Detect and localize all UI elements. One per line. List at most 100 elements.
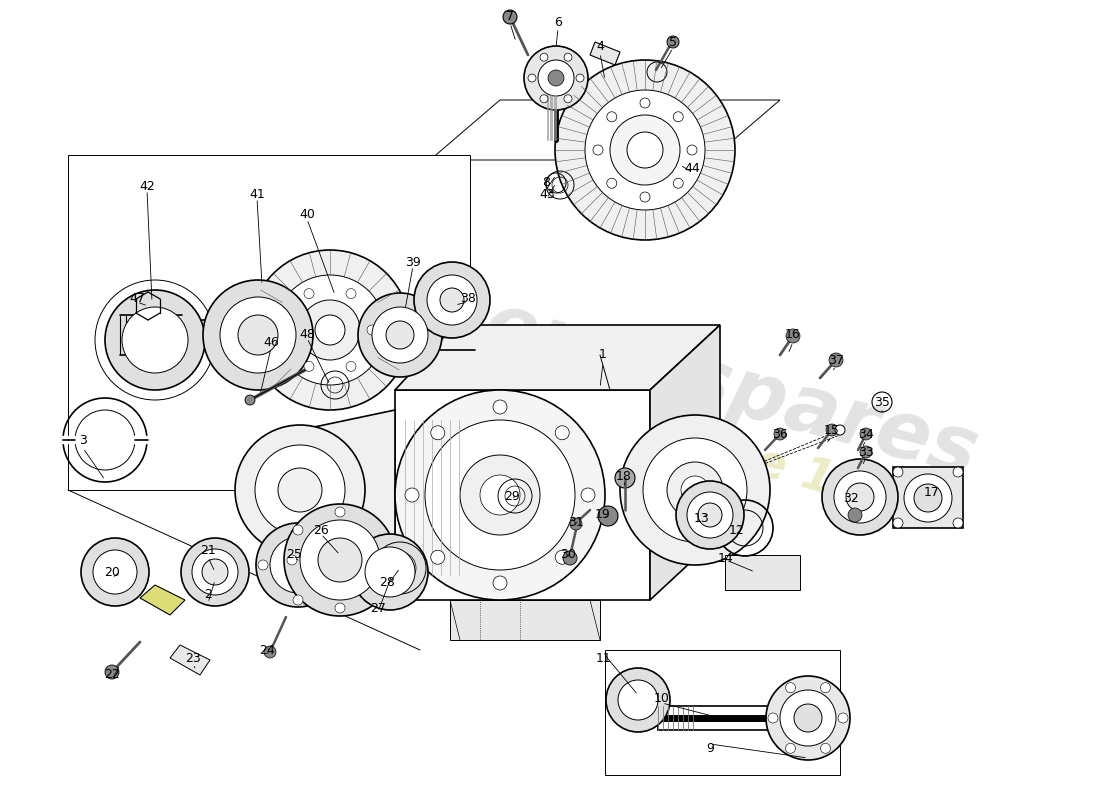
Circle shape — [598, 506, 618, 526]
Circle shape — [607, 112, 617, 122]
Circle shape — [640, 98, 650, 108]
Circle shape — [427, 275, 477, 325]
Text: 13: 13 — [694, 511, 710, 525]
Polygon shape — [605, 650, 840, 775]
Circle shape — [860, 446, 872, 458]
Circle shape — [615, 468, 635, 488]
Circle shape — [238, 315, 278, 355]
Polygon shape — [650, 325, 721, 600]
Circle shape — [425, 420, 575, 570]
Circle shape — [493, 400, 507, 414]
Circle shape — [540, 94, 548, 102]
Circle shape — [768, 713, 778, 723]
Circle shape — [480, 475, 520, 515]
Text: 35: 35 — [874, 395, 890, 409]
Text: 24: 24 — [260, 643, 275, 657]
Polygon shape — [140, 585, 185, 615]
Circle shape — [904, 474, 952, 522]
Circle shape — [548, 70, 564, 86]
Circle shape — [667, 36, 679, 48]
Text: 17: 17 — [924, 486, 939, 498]
Polygon shape — [893, 467, 962, 528]
Circle shape — [336, 507, 345, 517]
Circle shape — [593, 145, 603, 155]
Circle shape — [300, 300, 360, 360]
Circle shape — [860, 428, 872, 440]
Text: 23: 23 — [185, 651, 201, 665]
Polygon shape — [395, 325, 720, 390]
Circle shape — [372, 307, 428, 363]
Circle shape — [192, 549, 238, 595]
Text: 16: 16 — [785, 329, 801, 342]
Circle shape — [821, 743, 830, 754]
Circle shape — [953, 518, 962, 528]
Text: 48: 48 — [299, 327, 315, 341]
Circle shape — [235, 425, 365, 555]
Circle shape — [688, 492, 733, 538]
Circle shape — [414, 262, 490, 338]
Circle shape — [570, 518, 582, 530]
Text: 6: 6 — [554, 15, 562, 29]
Circle shape — [838, 713, 848, 723]
Text: 37: 37 — [828, 354, 844, 366]
Circle shape — [581, 488, 595, 502]
Circle shape — [328, 560, 338, 570]
Circle shape — [834, 471, 886, 523]
Text: 31: 31 — [568, 515, 584, 529]
Circle shape — [607, 178, 617, 188]
Circle shape — [284, 504, 396, 616]
Circle shape — [315, 315, 345, 345]
Circle shape — [893, 518, 903, 528]
Text: 25: 25 — [286, 547, 301, 561]
Circle shape — [556, 426, 569, 440]
Text: 11: 11 — [596, 651, 612, 665]
Circle shape — [182, 538, 249, 606]
Circle shape — [250, 250, 410, 410]
Text: 34: 34 — [858, 427, 873, 441]
Circle shape — [318, 538, 362, 582]
Circle shape — [358, 293, 442, 377]
Circle shape — [953, 467, 962, 477]
Circle shape — [644, 438, 747, 542]
Text: 22: 22 — [104, 667, 120, 681]
Circle shape — [367, 325, 377, 335]
Circle shape — [563, 551, 578, 565]
Circle shape — [460, 455, 540, 535]
Circle shape — [564, 54, 572, 62]
Circle shape — [528, 74, 536, 82]
Circle shape — [794, 704, 822, 732]
Circle shape — [346, 289, 356, 298]
Text: 46: 46 — [263, 335, 279, 349]
Text: 18: 18 — [616, 470, 631, 482]
Text: 2: 2 — [205, 589, 212, 602]
Circle shape — [610, 115, 680, 185]
Circle shape — [204, 280, 314, 390]
Text: 39: 39 — [405, 255, 421, 269]
Polygon shape — [590, 42, 620, 65]
Circle shape — [673, 112, 683, 122]
Circle shape — [293, 595, 303, 605]
Circle shape — [293, 525, 303, 535]
Circle shape — [821, 682, 830, 693]
Text: 42: 42 — [139, 179, 155, 193]
Circle shape — [104, 290, 205, 390]
Circle shape — [606, 668, 670, 732]
Circle shape — [275, 275, 385, 385]
Circle shape — [786, 329, 800, 343]
Polygon shape — [430, 100, 780, 160]
Circle shape — [104, 665, 119, 679]
Circle shape — [540, 54, 548, 62]
Text: 21: 21 — [200, 545, 216, 558]
Text: eurospares: eurospares — [474, 286, 986, 494]
Text: 15: 15 — [824, 423, 840, 437]
Circle shape — [785, 682, 795, 693]
Circle shape — [766, 676, 850, 760]
Circle shape — [300, 520, 379, 600]
Circle shape — [826, 424, 838, 436]
Circle shape — [676, 481, 744, 549]
Circle shape — [620, 415, 770, 565]
Circle shape — [585, 90, 705, 210]
Circle shape — [493, 576, 507, 590]
Circle shape — [346, 362, 356, 371]
Text: porsche
original parts: porsche original parts — [410, 374, 630, 486]
